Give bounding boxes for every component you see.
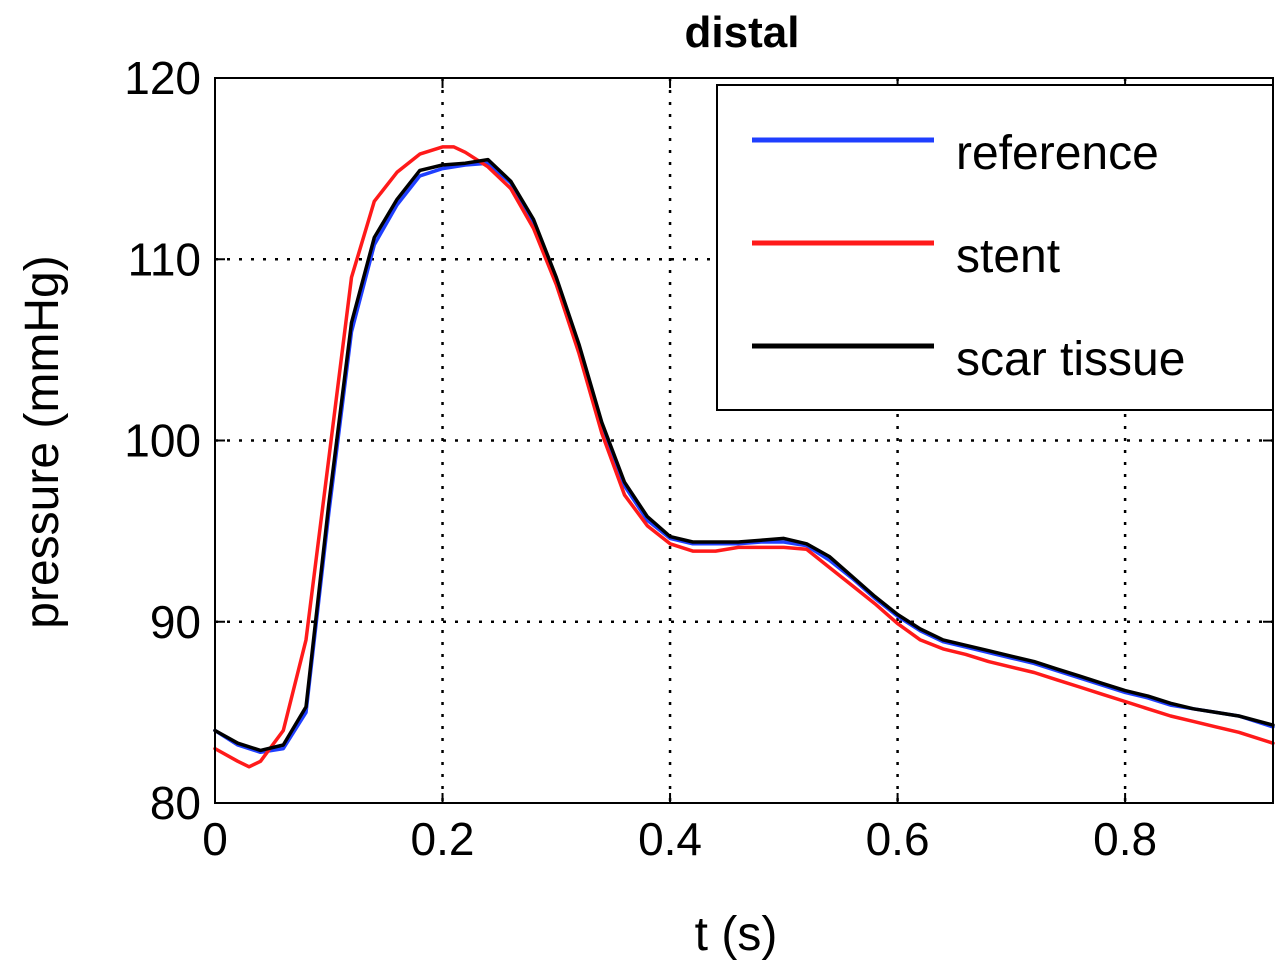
- y-tick-label: 100: [124, 415, 201, 467]
- x-tick-label: 0: [202, 813, 228, 865]
- legend: reference stent scar tissue: [716, 84, 1274, 411]
- y-axis: 80 90 100 110 120: [124, 52, 1273, 829]
- y-tick-label: 110: [128, 233, 201, 285]
- series-line-stent: [213, 145, 1275, 769]
- x-tick-label: 0.6: [866, 813, 930, 865]
- legend-label-stent: stent: [956, 230, 1060, 283]
- chart-title: distal: [685, 8, 800, 57]
- y-tick-label: 80: [150, 777, 201, 829]
- y-tick-label: 120: [124, 52, 201, 104]
- legend-label-scar-tissue: scar tissue: [956, 333, 1185, 386]
- legend-label-reference: reference: [956, 127, 1159, 180]
- x-tick-label: 0.2: [411, 813, 475, 865]
- x-axis-title: t (s): [695, 908, 778, 961]
- x-tick-label: 0.4: [638, 813, 702, 865]
- series-layer: [213, 145, 1275, 769]
- series-line-scar-tissue: [213, 157, 1275, 753]
- y-tick-label: 90: [150, 596, 201, 648]
- x-tick-label: 0.8: [1093, 813, 1157, 865]
- y-axis-title: pressure (mmHg): [16, 255, 69, 628]
- x-axis: 0 0.2 0.4 0.6 0.8: [202, 78, 1157, 865]
